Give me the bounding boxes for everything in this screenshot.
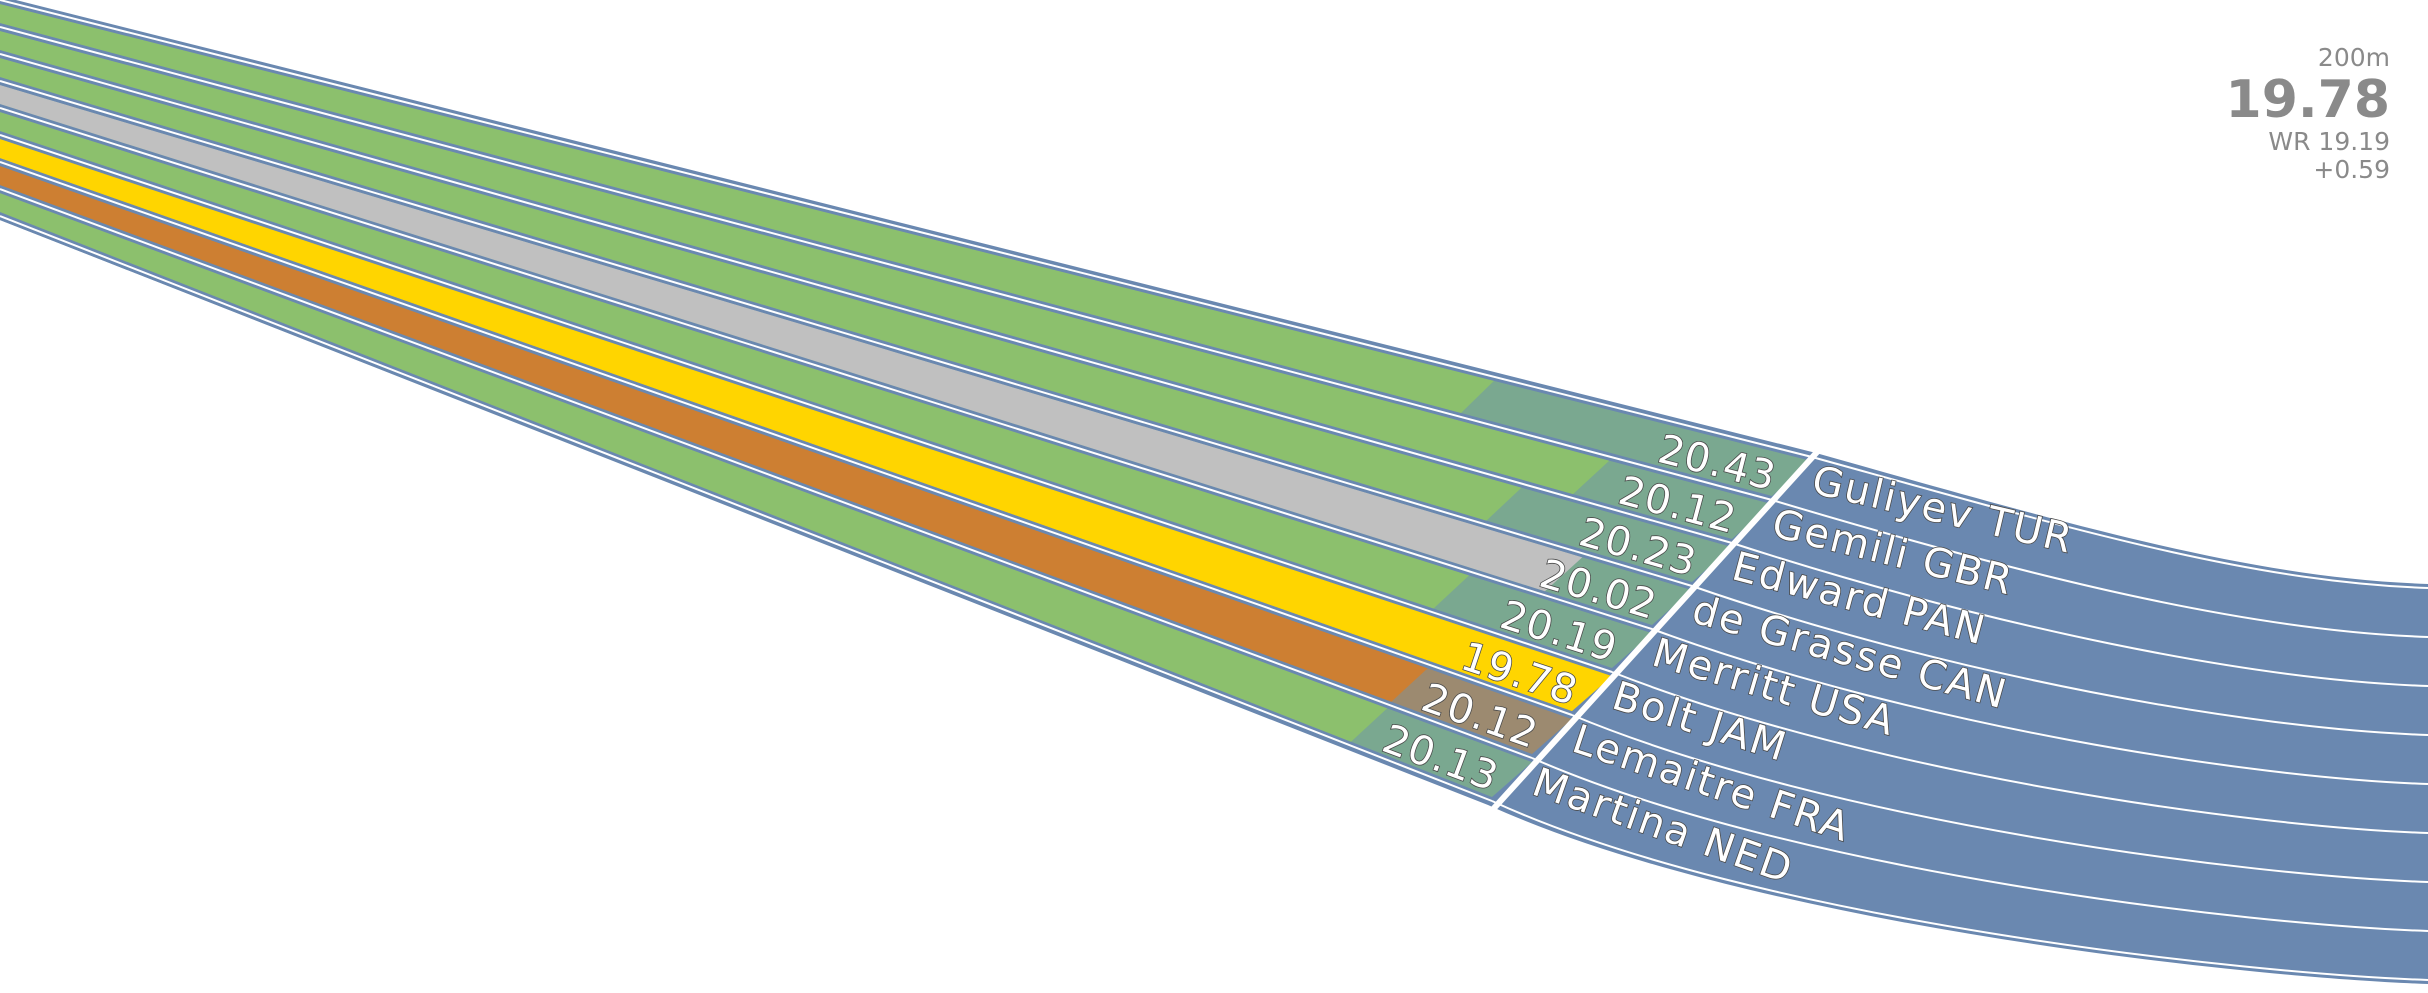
lane-line [0, 107, 1653, 630]
lane-progress-bar [0, 139, 1612, 711]
scoreboard: 200m 19.78 WR 19.19 +0.59 [2226, 44, 2390, 184]
lane-edge [0, 164, 1573, 719]
lane-progress-bar [0, 193, 1388, 742]
lane-line [0, 26, 1773, 501]
lane-edge [0, 191, 1533, 762]
lane-line [0, 188, 1533, 759]
curve-lane-line [1811, 456, 2428, 589]
time-gap: +0.59 [2313, 155, 2390, 184]
lane-edge [0, 56, 1733, 547]
lane-line [0, 134, 1613, 673]
lane-edge [0, 218, 1493, 805]
lane-progress-bar [0, 31, 1610, 495]
lane-edge [0, 137, 1613, 676]
lane-edge [0, 110, 1653, 633]
lane-progress-bar [0, 58, 1522, 521]
lane-edge [0, 29, 1773, 504]
curve-lane-line [1771, 499, 2428, 638]
lane-progress-bar [0, 112, 1470, 609]
event-name: 200m [2317, 43, 2390, 72]
lane-edge [0, 83, 1693, 590]
curve-lane-line [1651, 628, 2428, 785]
lane-line [0, 53, 1733, 544]
lane-progress-bar [0, 85, 1583, 592]
lane-progress-bar [0, 4, 1494, 413]
winning-time: 19.78 [2225, 70, 2390, 130]
lane-line [0, 0, 1813, 458]
lane-progress-bar [0, 166, 1428, 702]
world-record: WR 19.19 [2268, 127, 2390, 156]
curve-lane-line [1571, 714, 2428, 883]
curve-lane-line [1691, 585, 2428, 736]
lane-line [0, 80, 1693, 587]
lane-edge [0, 2, 1813, 461]
lane-line [0, 161, 1573, 716]
finish-line [1483, 448, 1821, 820]
lane-line [0, 215, 1493, 802]
curve-lane-line [1531, 757, 2428, 932]
curve-lane-line [1491, 800, 2428, 981]
curve-lane-line [1731, 542, 2428, 687]
curve-lane-line [1611, 671, 2428, 834]
